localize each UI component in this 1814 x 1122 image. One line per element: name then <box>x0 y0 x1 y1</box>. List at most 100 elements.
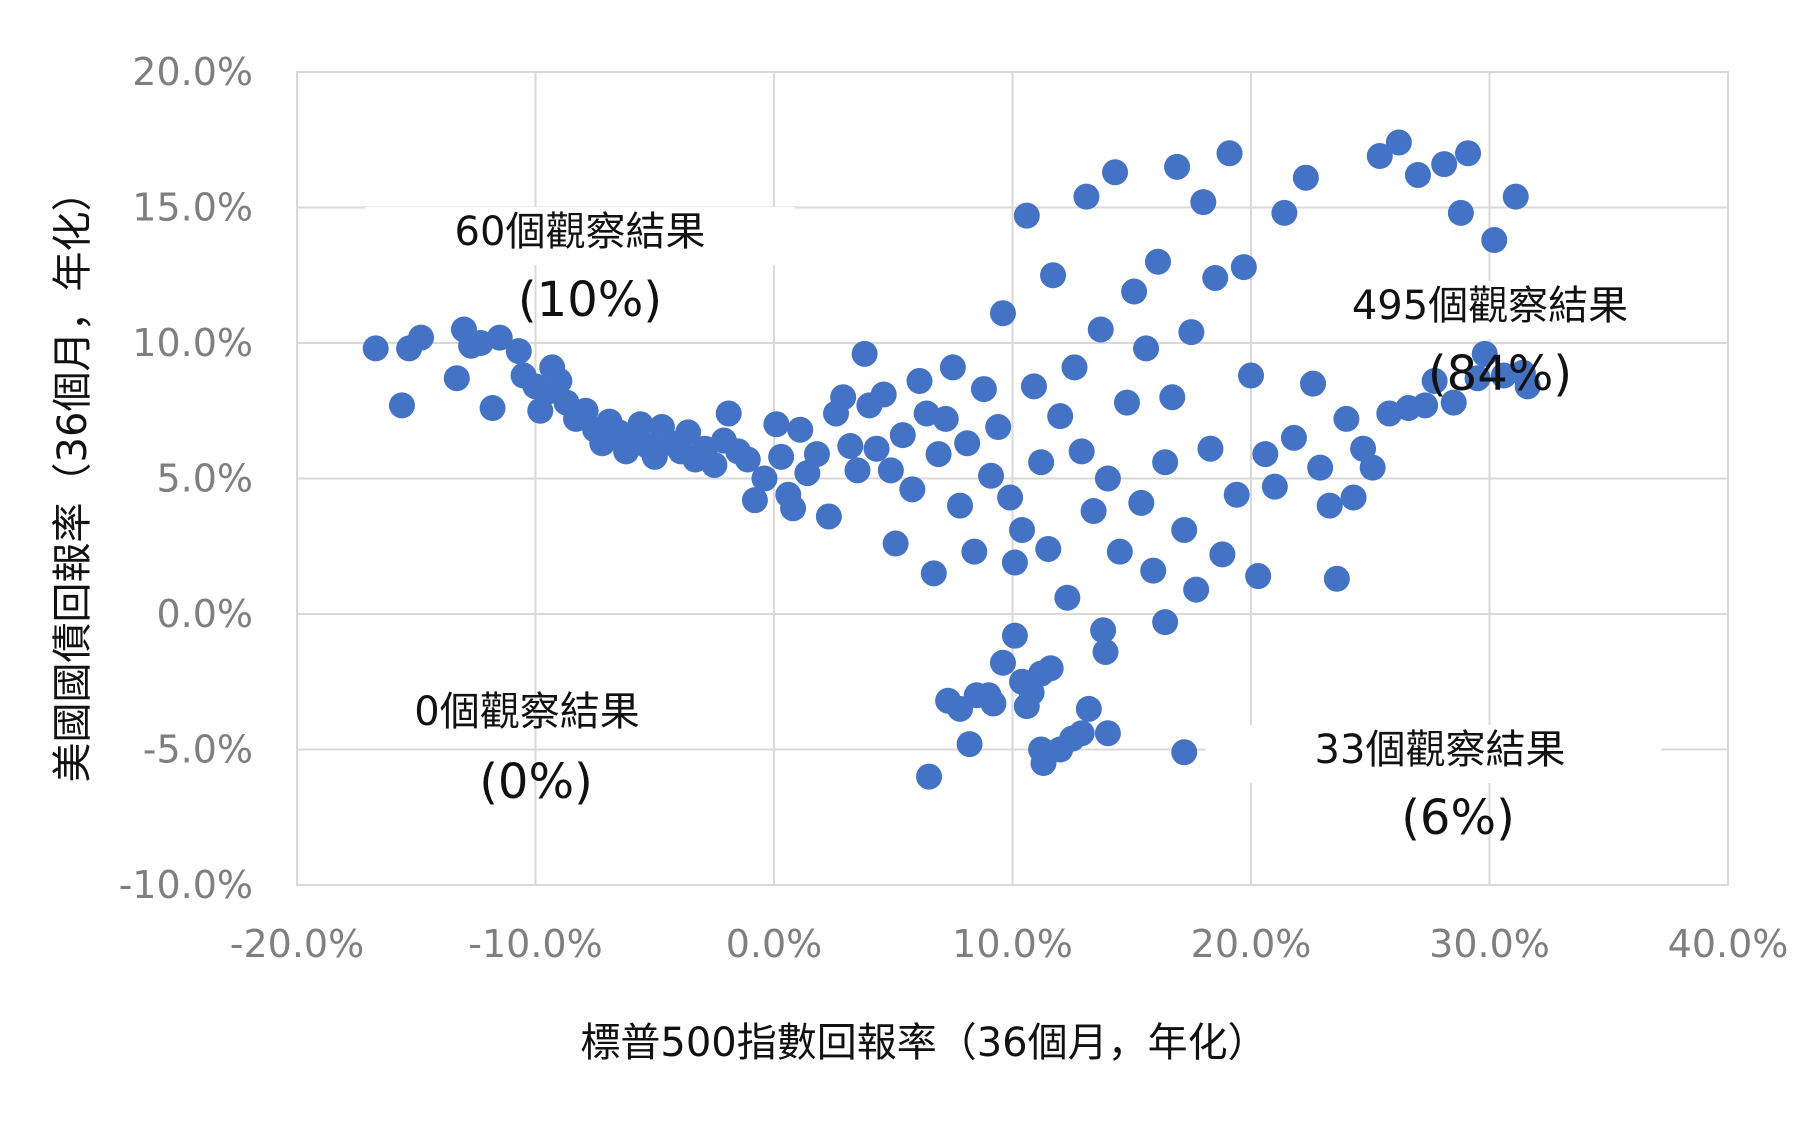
data-point <box>1197 435 1224 462</box>
data-point <box>505 338 532 365</box>
annotation-upper-left: 60個觀察結果 (10%) <box>455 209 706 328</box>
data-point <box>1113 389 1140 416</box>
data-point <box>1300 370 1327 397</box>
data-point <box>1323 565 1350 592</box>
data-point <box>1068 720 1095 747</box>
data-point <box>956 731 983 758</box>
y-tick-label: 0.0% <box>156 592 253 636</box>
data-point <box>1028 449 1055 476</box>
data-point <box>1152 449 1179 476</box>
data-point <box>443 365 470 392</box>
data-point <box>1080 498 1107 525</box>
data-point <box>1040 262 1067 289</box>
data-point <box>1121 278 1148 305</box>
annotation-lower-left: 0個觀察結果 (0%) <box>414 689 639 810</box>
data-point <box>975 682 1002 709</box>
y-tick-label: -5.0% <box>143 728 253 772</box>
data-point <box>899 476 926 503</box>
data-point <box>1490 362 1517 389</box>
data-point <box>939 354 966 381</box>
data-point <box>1102 159 1129 186</box>
data-point <box>1431 151 1458 178</box>
data-point <box>1061 354 1088 381</box>
data-point <box>1464 365 1491 392</box>
points-layer <box>362 129 1541 790</box>
data-point <box>1068 438 1095 465</box>
data-point <box>1440 389 1467 416</box>
data-point <box>906 367 933 394</box>
data-point <box>1502 183 1529 210</box>
data-point <box>989 649 1016 676</box>
data-point <box>546 367 573 394</box>
x-tick-label: 40.0% <box>1668 922 1789 966</box>
data-point <box>1245 563 1272 590</box>
data-point <box>715 400 742 427</box>
data-point <box>1087 316 1114 343</box>
annotation-backgrounds <box>365 207 1661 783</box>
data-point <box>851 340 878 367</box>
annotation-upper-right-percent: (84%) <box>1428 346 1572 402</box>
data-point <box>978 462 1005 489</box>
data-point <box>1209 541 1236 568</box>
data-point <box>925 441 952 468</box>
data-point <box>1001 549 1028 576</box>
data-point <box>1178 319 1205 346</box>
annotation-lower-left-percent: (0%) <box>479 754 593 810</box>
annotation-background <box>1335 281 1655 339</box>
data-point <box>408 324 435 351</box>
tick-labels: -20.0% -10.0% 0.0% 10.0% 20.0% 30.0% 40.0% -10.… <box>119 50 1789 966</box>
data-point <box>787 416 814 443</box>
data-point <box>1216 140 1243 167</box>
data-point <box>1202 264 1229 291</box>
data-point <box>961 538 988 565</box>
data-point <box>1171 516 1198 543</box>
data-point <box>768 443 795 470</box>
data-point <box>997 484 1024 511</box>
data-point <box>1054 584 1081 611</box>
data-point <box>1037 655 1064 682</box>
data-point <box>1106 538 1133 565</box>
annotation-lower-right: 33個觀察結果 (6%) <box>1315 727 1566 846</box>
x-tick-label: 20.0% <box>1191 922 1312 966</box>
data-point <box>1171 739 1198 766</box>
y-tick-label: 15.0% <box>132 186 253 230</box>
data-point <box>486 324 513 351</box>
data-point <box>1020 373 1047 400</box>
data-point <box>1307 454 1334 481</box>
annotation-lower-left-count: 0個觀察結果 <box>414 689 639 735</box>
data-point <box>1340 484 1367 511</box>
data-point <box>1481 227 1508 254</box>
annotation-upper-left-percent: (10%) <box>518 272 662 328</box>
data-point <box>1075 695 1102 722</box>
data-point <box>1366 143 1393 170</box>
data-point <box>1261 473 1288 500</box>
y-tick-label: 20.0% <box>132 50 253 94</box>
data-point <box>970 376 997 403</box>
data-point <box>1164 153 1191 180</box>
data-point <box>1455 140 1482 167</box>
x-tick-label: 30.0% <box>1429 922 1550 966</box>
data-point <box>916 763 943 790</box>
data-point <box>954 430 981 457</box>
data-point <box>1447 199 1474 226</box>
data-point <box>1009 516 1036 543</box>
data-point <box>877 457 904 484</box>
data-point <box>1280 424 1307 451</box>
data-point <box>870 381 897 408</box>
data-point <box>1013 202 1040 229</box>
data-point <box>1223 481 1250 508</box>
annotation-lower-right-count: 33個觀察結果 <box>1315 727 1566 773</box>
data-point <box>675 419 702 446</box>
data-point <box>1140 557 1167 584</box>
data-point <box>627 411 654 438</box>
x-tick-label: 0.0% <box>726 922 823 966</box>
data-point <box>1090 617 1117 644</box>
data-point <box>1047 736 1074 763</box>
data-point <box>479 395 506 422</box>
data-point <box>1252 441 1279 468</box>
data-point <box>1359 454 1386 481</box>
x-tick-label: -10.0% <box>468 922 602 966</box>
data-point <box>1238 362 1264 389</box>
data-point <box>803 441 830 468</box>
data-point <box>1035 535 1062 562</box>
